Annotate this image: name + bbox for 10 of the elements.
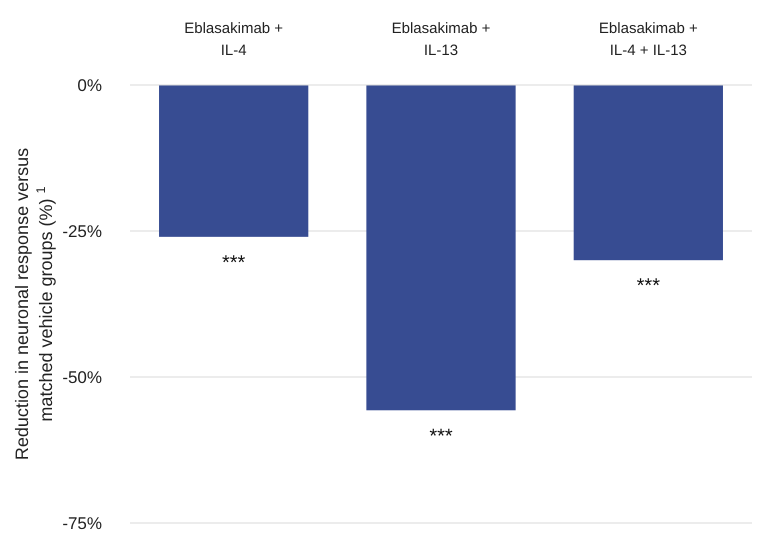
- y-tick-label: -25%: [62, 222, 102, 241]
- annotation: ***: [222, 252, 246, 274]
- annotation: ***: [636, 275, 660, 298]
- y-tick-label: 0%: [77, 76, 102, 95]
- y-tick-label: -50%: [62, 368, 102, 387]
- x-tick-label: Eblasakimab + IL-4: [184, 20, 284, 59]
- x-tick-label: Eblasakimab + IL-13: [392, 20, 491, 59]
- y-tick-label: -75%: [62, 514, 102, 533]
- annotation: ***: [429, 425, 453, 448]
- x-tick-label: Eblasakimab + IL-4 + IL-13: [598, 20, 698, 59]
